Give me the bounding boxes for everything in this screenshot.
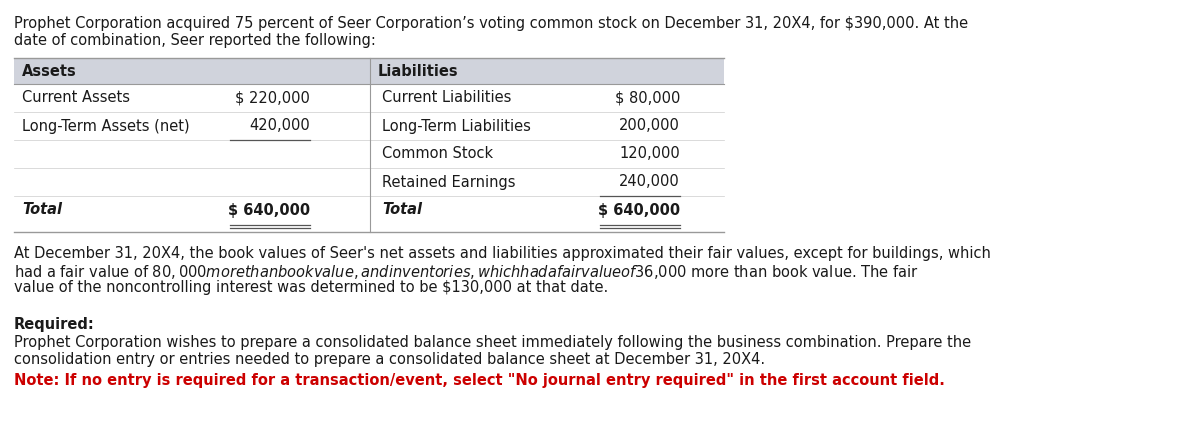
Text: consolidation entry or entries needed to prepare a consolidated balance sheet at: consolidation entry or entries needed to… xyxy=(14,352,766,367)
Text: Retained Earnings: Retained Earnings xyxy=(382,174,516,190)
Text: Assets: Assets xyxy=(22,64,77,78)
Text: had a fair value of $80,000 more than book value, and inventories, which had a f: had a fair value of $80,000 more than bo… xyxy=(14,263,919,281)
Bar xyxy=(14,58,724,84)
Text: Long-Term Liabilities: Long-Term Liabilities xyxy=(382,118,530,134)
Text: value of the noncontrolling interest was determined to be $130,000 at that date.: value of the noncontrolling interest was… xyxy=(14,280,608,295)
Text: 420,000: 420,000 xyxy=(250,118,310,134)
Text: Prophet Corporation acquired 75 percent of Seer Corporation’s voting common stoc: Prophet Corporation acquired 75 percent … xyxy=(14,16,968,31)
Text: Prophet Corporation wishes to prepare a consolidated balance sheet immediately f: Prophet Corporation wishes to prepare a … xyxy=(14,335,971,350)
Text: Current Assets: Current Assets xyxy=(22,90,130,105)
Text: Liabilities: Liabilities xyxy=(378,64,458,78)
Text: Current Liabilities: Current Liabilities xyxy=(382,90,511,105)
Text: $ 640,000: $ 640,000 xyxy=(598,202,680,218)
Text: 200,000: 200,000 xyxy=(619,118,680,134)
Text: 240,000: 240,000 xyxy=(619,174,680,190)
Text: 120,000: 120,000 xyxy=(619,146,680,162)
Text: Common Stock: Common Stock xyxy=(382,146,493,162)
Text: Long-Term Assets (net): Long-Term Assets (net) xyxy=(22,118,190,134)
Text: $ 80,000: $ 80,000 xyxy=(614,90,680,105)
Text: date of combination, Seer reported the following:: date of combination, Seer reported the f… xyxy=(14,33,376,48)
Text: Note: If no entry is required for a transaction/event, select "No journal entry : Note: If no entry is required for a tran… xyxy=(14,373,944,388)
Text: Total: Total xyxy=(22,202,62,218)
Text: At December 31, 20X4, the book values of Seer's net assets and liabilities appro: At December 31, 20X4, the book values of… xyxy=(14,246,991,261)
Text: $ 220,000: $ 220,000 xyxy=(235,90,310,105)
Text: Required:: Required: xyxy=(14,317,95,332)
Text: Total: Total xyxy=(382,202,422,218)
Text: $ 640,000: $ 640,000 xyxy=(228,202,310,218)
